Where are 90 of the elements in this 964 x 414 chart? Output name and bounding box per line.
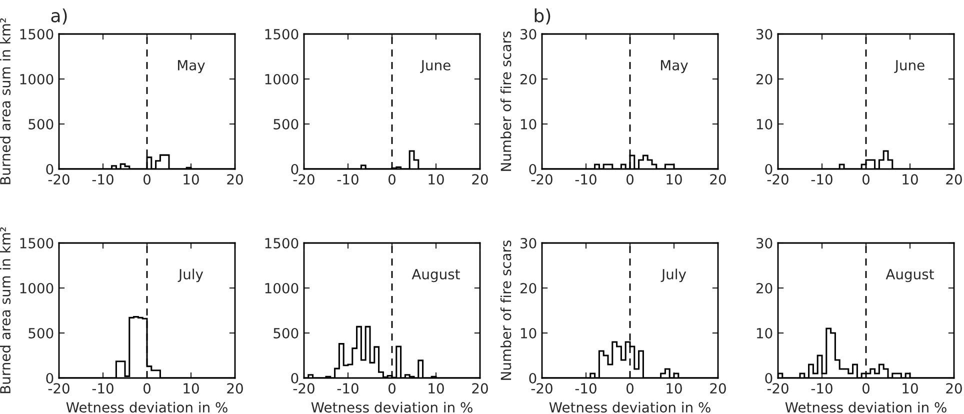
y-tick-label: 500 (28, 328, 54, 338)
y-tick-label: 1000 (265, 74, 298, 84)
x-tick-label: -20 (48, 174, 70, 185)
y-tick-label: 0 (291, 372, 298, 384)
x-tick-label: 20 (227, 174, 243, 185)
y-tick-label: 30 (520, 238, 536, 248)
annotation: June (420, 60, 450, 74)
annotation: August (412, 269, 460, 282)
x-tick-label: 0 (862, 383, 870, 394)
x-tick-label: -20 (293, 174, 314, 185)
annotation: July (660, 268, 686, 282)
y-tick-label: 1500 (20, 28, 54, 40)
x-tick-label: -20 (48, 383, 70, 394)
x-tick-label: 10 (184, 383, 199, 394)
x-tick-label: -10 (575, 383, 596, 394)
x-tick-label: 0 (143, 383, 150, 394)
x-tick-label: -20 (531, 174, 552, 185)
x-tick-label: 20 (946, 383, 962, 394)
annotation: June (894, 60, 924, 74)
x-tick-label: 0 (626, 174, 634, 185)
x-tick-label: 10 (902, 174, 918, 185)
x-tick-label: -20 (293, 383, 314, 394)
x-axis-title: Wetness deviation in % (549, 402, 710, 413)
y-tick-label: 0 (291, 164, 298, 174)
x-tick-label: 10 (666, 383, 682, 394)
x-tick-label: 20 (710, 174, 726, 185)
y-tick-label: 10 (520, 118, 536, 130)
y-tick-label: 500 (28, 118, 54, 130)
x-tick-label: 20 (227, 383, 243, 394)
x-tick-label: 20 (472, 174, 488, 185)
y-tick-label: 0 (765, 372, 772, 384)
y-tick-label: 30 (756, 238, 772, 248)
text: b) (534, 8, 550, 25)
y-tick-label: 0 (46, 164, 54, 174)
x-tick-label: 20 (946, 174, 962, 185)
y-tick-label: 30 (756, 28, 772, 40)
x-tick-label: -10 (575, 174, 596, 185)
x-tick-label: -10 (337, 174, 358, 185)
y-tick-label: 1500 (265, 238, 298, 248)
y-tick-label: 0 (765, 164, 772, 174)
x-axis-title: Wetness deviation in % (66, 402, 228, 413)
x-tick-label: 10 (902, 383, 918, 394)
y-tick-label: 0 (46, 372, 54, 384)
x-tick-label: 20 (710, 383, 726, 394)
x-axis-title: Wetness deviation in % (311, 402, 472, 413)
y-tick-label: 1500 (20, 238, 54, 248)
x-tick-label: -20 (531, 383, 552, 394)
annotation: May (178, 60, 205, 74)
text: a) (51, 8, 67, 25)
x-tick-label: -20 (767, 383, 788, 394)
y-tick-label: 10 (520, 328, 536, 338)
x-tick-label: 10 (428, 383, 444, 394)
x-tick-label: -10 (811, 174, 832, 185)
x-tick-label: 0 (626, 383, 634, 394)
y-tick-label: 1000 (20, 74, 54, 84)
y-tick-label: 0 (529, 372, 536, 384)
x-tick-label: 0 (862, 174, 870, 185)
y-tick-label: 10 (756, 328, 772, 338)
x-tick-label: -10 (92, 383, 114, 394)
y-tick-label: 500 (274, 328, 298, 338)
y-tick-label: 0 (529, 164, 536, 174)
y-tick-label: 20 (520, 74, 536, 84)
x-tick-label: -10 (337, 383, 358, 394)
y-tick-label: 500 (274, 118, 298, 130)
y-tick-label: 1000 (265, 282, 298, 294)
x-tick-label: -10 (92, 174, 114, 185)
y-tick-label: 20 (756, 282, 772, 294)
y-tick-label: 20 (756, 74, 772, 84)
x-tick-label: 0 (388, 383, 396, 394)
y-tick-label: 30 (520, 28, 536, 40)
y-axis-title: Number of fire scars (500, 31, 512, 171)
annotation: July (178, 268, 204, 282)
y-tick-label: 1000 (20, 282, 54, 294)
x-axis-title: Wetness deviation in % (785, 402, 946, 413)
x-tick-label: 10 (666, 174, 682, 185)
x-tick-label: -10 (811, 383, 832, 394)
y-tick-label: 1500 (265, 28, 298, 40)
x-tick-label: 10 (184, 174, 199, 185)
y-tick-label: 10 (756, 118, 772, 130)
x-tick-label: 0 (143, 174, 150, 185)
y-tick-label: 20 (520, 282, 536, 294)
y-axis-title: Number of fire scars (500, 240, 512, 380)
x-tick-label: 20 (472, 383, 488, 394)
annotation: May (661, 60, 688, 74)
x-tick-label: 0 (388, 174, 396, 185)
y-axis-title: Burned area sum in km² (0, 227, 11, 394)
x-tick-label: 10 (428, 174, 444, 185)
x-tick-label: -20 (767, 174, 788, 185)
y-axis-title: Burned area sum in km² (0, 18, 11, 184)
annotation: August (886, 269, 934, 282)
